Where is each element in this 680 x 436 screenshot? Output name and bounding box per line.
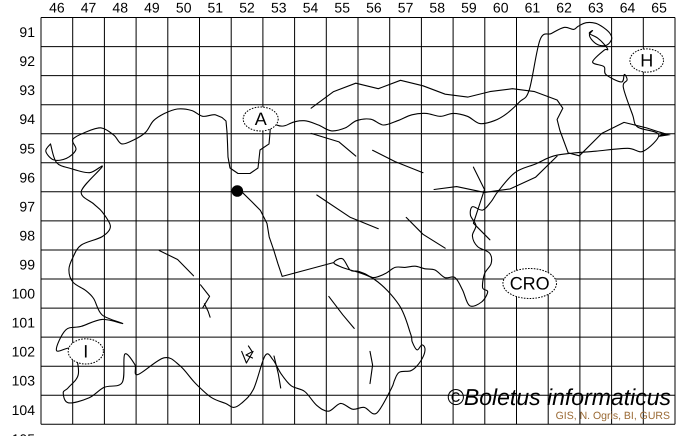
svg-text:99: 99: [19, 257, 35, 273]
svg-text:53: 53: [271, 0, 287, 16]
svg-text:97: 97: [19, 198, 35, 214]
svg-text:52: 52: [239, 0, 255, 16]
svg-text:98: 98: [19, 227, 35, 243]
svg-text:100: 100: [12, 286, 36, 302]
svg-text:CRO: CRO: [510, 274, 550, 294]
svg-text:GIS, N. Ogris, BI, GURS: GIS, N. Ogris, BI, GURS: [556, 410, 670, 422]
svg-text:62: 62: [556, 0, 572, 16]
svg-text:91: 91: [19, 24, 35, 40]
svg-text:65: 65: [651, 0, 667, 16]
svg-text:51: 51: [208, 0, 224, 16]
svg-text:49: 49: [144, 0, 160, 16]
svg-text:57: 57: [398, 0, 414, 16]
svg-text:50: 50: [176, 0, 192, 16]
svg-text:104: 104: [12, 402, 36, 418]
svg-text:95: 95: [19, 140, 35, 156]
svg-text:54: 54: [303, 0, 319, 16]
svg-text:64: 64: [620, 0, 636, 16]
svg-text:46: 46: [49, 0, 65, 16]
svg-text:94: 94: [19, 111, 35, 127]
svg-text:92: 92: [19, 53, 35, 69]
svg-text:58: 58: [429, 0, 445, 16]
svg-text:47: 47: [81, 0, 97, 16]
svg-text:105: 105: [12, 431, 36, 436]
svg-text:59: 59: [461, 0, 477, 16]
svg-text:61: 61: [525, 0, 541, 16]
svg-text:I: I: [83, 342, 88, 362]
svg-text:103: 103: [12, 373, 36, 389]
svg-text:A: A: [255, 109, 267, 129]
svg-text:56: 56: [366, 0, 382, 16]
svg-text:©Boletus informaticus: ©Boletus informaticus: [447, 384, 672, 410]
svg-text:93: 93: [19, 82, 35, 98]
svg-text:101: 101: [12, 315, 36, 331]
svg-text:48: 48: [112, 0, 128, 16]
svg-text:55: 55: [334, 0, 350, 16]
svg-text:96: 96: [19, 169, 35, 185]
svg-text:60: 60: [493, 0, 509, 16]
svg-text:H: H: [640, 51, 653, 71]
svg-text:63: 63: [588, 0, 604, 16]
svg-text:102: 102: [12, 344, 36, 360]
